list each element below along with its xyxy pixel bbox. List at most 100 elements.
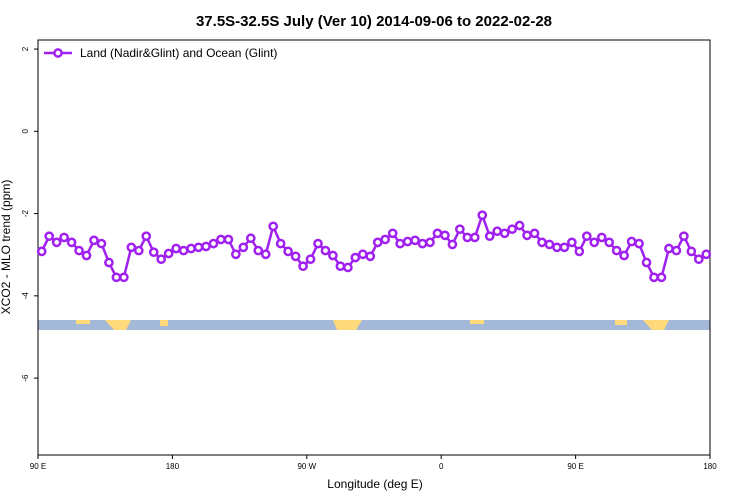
point [380,234,391,245]
x-tick-label: 90 E [567,462,583,471]
point [484,231,495,242]
point [223,234,234,245]
x-tick-label: 90 E [30,462,46,471]
point [589,237,600,248]
point [163,248,174,259]
land [643,320,669,330]
point [133,245,144,256]
point [178,245,189,256]
point [328,250,338,261]
point [410,235,420,246]
point [395,238,405,249]
point [641,257,652,268]
point [701,249,712,260]
point [320,245,331,256]
point [626,236,637,247]
point [335,261,346,272]
land [333,320,362,330]
x-tick-label: 180 [703,462,717,471]
point [581,231,592,242]
point [671,245,682,256]
point [343,262,353,273]
point [499,228,510,239]
point [253,245,264,256]
point [664,243,674,254]
point [507,224,517,235]
point [74,245,84,256]
point [425,237,435,248]
point [611,245,622,256]
point [186,243,196,254]
point [290,251,301,262]
point [44,231,55,242]
point [313,238,323,249]
point [544,239,555,250]
point [686,246,697,257]
y-tick-label: -4 [21,292,30,300]
x-axis-label: Longitude (deg E) [327,477,422,491]
point [238,242,249,253]
point [596,232,607,243]
point [402,236,413,247]
land [76,320,90,324]
point [462,232,473,243]
point [634,238,644,249]
point [477,210,488,221]
point [529,228,540,239]
point [81,250,92,261]
point [148,247,159,258]
point [126,242,137,253]
point [275,238,286,249]
land [160,320,168,326]
point [656,272,667,283]
point [357,249,368,260]
land-mask [38,320,710,330]
point [492,226,503,237]
point [447,239,458,250]
legend-marker [53,48,63,58]
point [104,257,114,268]
point [216,234,226,245]
y-tick-label: 2 [21,46,30,51]
point [649,272,659,283]
point [350,252,361,263]
point [514,220,525,231]
y-tick-label: -2 [21,209,30,217]
ocean-band [38,320,710,330]
point [619,250,629,261]
point [537,237,547,248]
x-tick-label: 180 [166,462,180,471]
legend-label: Land (Nadir&Glint) and Ocean (Glint) [80,46,277,60]
land [470,320,484,324]
point [552,242,562,253]
point [365,251,376,262]
point [574,246,585,257]
point [455,224,465,235]
point [679,231,689,242]
point [432,228,443,239]
point [283,246,293,257]
point [51,237,62,248]
point [522,230,532,241]
chart-title: 37.5S-32.5S July (Ver 10) 2014-09-06 to … [196,13,552,30]
land [615,320,627,325]
point [119,272,129,283]
point [89,235,99,246]
point [111,272,122,283]
point [693,254,704,265]
point [156,254,167,265]
point [604,237,615,248]
x-tick-label: 90 W [297,462,316,471]
point [193,242,204,253]
point [59,232,69,243]
point [245,233,256,244]
x-tick-label: 0 [439,462,444,471]
plot-frame [37,39,711,456]
point [559,242,570,253]
point [171,243,181,254]
point [298,261,308,272]
point [440,230,450,241]
y-axis-label: XCO2 - MLO trend (ppm) [0,180,13,315]
land [105,320,131,330]
